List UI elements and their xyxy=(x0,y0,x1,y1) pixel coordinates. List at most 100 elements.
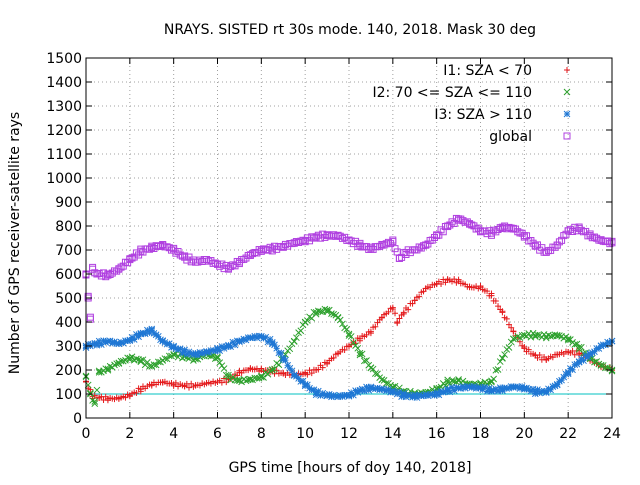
data-point-trace xyxy=(268,340,276,348)
data-point-trace xyxy=(452,214,460,222)
data-point-trace xyxy=(453,384,460,391)
data-point-trace xyxy=(281,240,289,248)
data-point-trace xyxy=(187,258,195,266)
data-point-trace xyxy=(420,392,427,400)
data-point-trace xyxy=(487,231,495,239)
y-tick-label: 1400 xyxy=(46,75,82,91)
data-point-trace xyxy=(562,333,570,341)
data-point-trace xyxy=(161,355,169,362)
data-point-trace xyxy=(564,370,572,378)
data-point-trace xyxy=(308,370,315,377)
data-point-trace xyxy=(288,367,296,375)
data-point-trace xyxy=(378,376,386,384)
y-tick-label: 1000 xyxy=(46,171,82,187)
data-point-trace xyxy=(334,393,342,401)
data-point-trace xyxy=(459,217,467,225)
data-point-trace xyxy=(150,361,158,368)
data-point-trace xyxy=(242,377,250,385)
data-point-trace xyxy=(428,390,436,398)
data-point-trace xyxy=(363,357,370,364)
data-point-trace xyxy=(117,338,125,346)
data-point-trace xyxy=(551,382,559,390)
data-point-trace xyxy=(295,239,303,247)
data-point-trace xyxy=(352,237,360,245)
data-point-trace xyxy=(292,238,300,246)
x-tick-label: 4 xyxy=(169,426,178,442)
data-point-trace xyxy=(411,297,418,304)
data-point-trace xyxy=(299,236,307,244)
data-point-trace xyxy=(439,228,447,236)
data-point-trace xyxy=(110,267,118,275)
data-point-trace xyxy=(523,384,530,392)
data-point-trace xyxy=(597,342,605,350)
data-point-trace xyxy=(564,227,572,235)
data-point-trace xyxy=(233,377,241,384)
data-point-trace xyxy=(490,375,498,383)
x-tick-label: 18 xyxy=(472,426,490,442)
data-point-trace xyxy=(501,384,508,392)
data-point-trace xyxy=(466,383,473,391)
data-point-trace xyxy=(152,361,160,369)
data-point-trace xyxy=(508,324,515,331)
data-point-trace xyxy=(189,256,197,264)
data-point-trace xyxy=(435,391,443,399)
y-tick-label: 400 xyxy=(55,315,82,331)
data-point-trace xyxy=(477,283,484,290)
data-point-trace xyxy=(453,279,460,286)
chart-title: NRAYS. SISTED rt 30s mode. 140, 2018. Ma… xyxy=(164,22,536,38)
data-point-trace xyxy=(499,387,506,395)
data-point-trace xyxy=(389,387,397,395)
data-point xyxy=(95,369,103,376)
data-point-trace xyxy=(133,355,140,363)
data-point-trace xyxy=(555,238,563,246)
data-point-trace xyxy=(236,338,243,346)
data-point-trace xyxy=(89,263,97,271)
data-point-trace xyxy=(323,231,331,239)
data-point xyxy=(575,343,583,351)
data-point-trace xyxy=(152,242,160,250)
data-point-trace xyxy=(396,388,403,396)
data-point-trace xyxy=(130,336,138,343)
data-point-trace xyxy=(148,325,156,333)
data-point-trace xyxy=(380,376,388,384)
data-point-trace xyxy=(358,243,366,251)
data-point-trace xyxy=(266,243,274,251)
data-point-trace xyxy=(384,238,392,246)
data-point-trace xyxy=(503,315,510,322)
x-tick-label: 16 xyxy=(428,426,446,442)
y-tick-label: 500 xyxy=(55,291,82,307)
data-point-trace xyxy=(260,374,267,381)
x-tick-label: 8 xyxy=(257,426,266,442)
x-tick-label: 22 xyxy=(559,426,577,442)
data-point-trace xyxy=(376,242,384,250)
y-tick-label: 800 xyxy=(55,219,82,235)
data-point-trace xyxy=(442,279,449,286)
data-point-trace xyxy=(154,332,162,340)
data-point-trace xyxy=(536,352,543,359)
data-point-trace xyxy=(520,233,528,241)
data-point-trace xyxy=(466,220,474,228)
data-point-trace xyxy=(148,242,156,250)
data-point-trace xyxy=(170,351,178,359)
data-point-trace xyxy=(336,232,344,240)
data-point-trace xyxy=(505,321,512,328)
data-point-trace xyxy=(409,300,416,307)
data-point-trace xyxy=(87,389,94,397)
data-point-trace xyxy=(437,388,445,395)
data-point-trace xyxy=(542,248,550,256)
data-point-trace xyxy=(394,320,401,327)
data-point-trace xyxy=(505,223,513,231)
data-point-trace xyxy=(501,351,508,358)
data-point-trace xyxy=(139,356,147,364)
data-point xyxy=(86,313,94,321)
data-point-trace xyxy=(216,359,224,367)
data-point-trace xyxy=(119,357,127,365)
data-point-trace xyxy=(534,331,541,339)
data-point-trace xyxy=(188,380,195,387)
data-point-trace xyxy=(367,330,374,337)
data-point-trace xyxy=(549,383,557,390)
data-point-trace xyxy=(168,343,175,351)
data-point-trace xyxy=(485,384,493,392)
data-point-trace xyxy=(330,231,338,239)
data-point-trace xyxy=(490,386,498,394)
